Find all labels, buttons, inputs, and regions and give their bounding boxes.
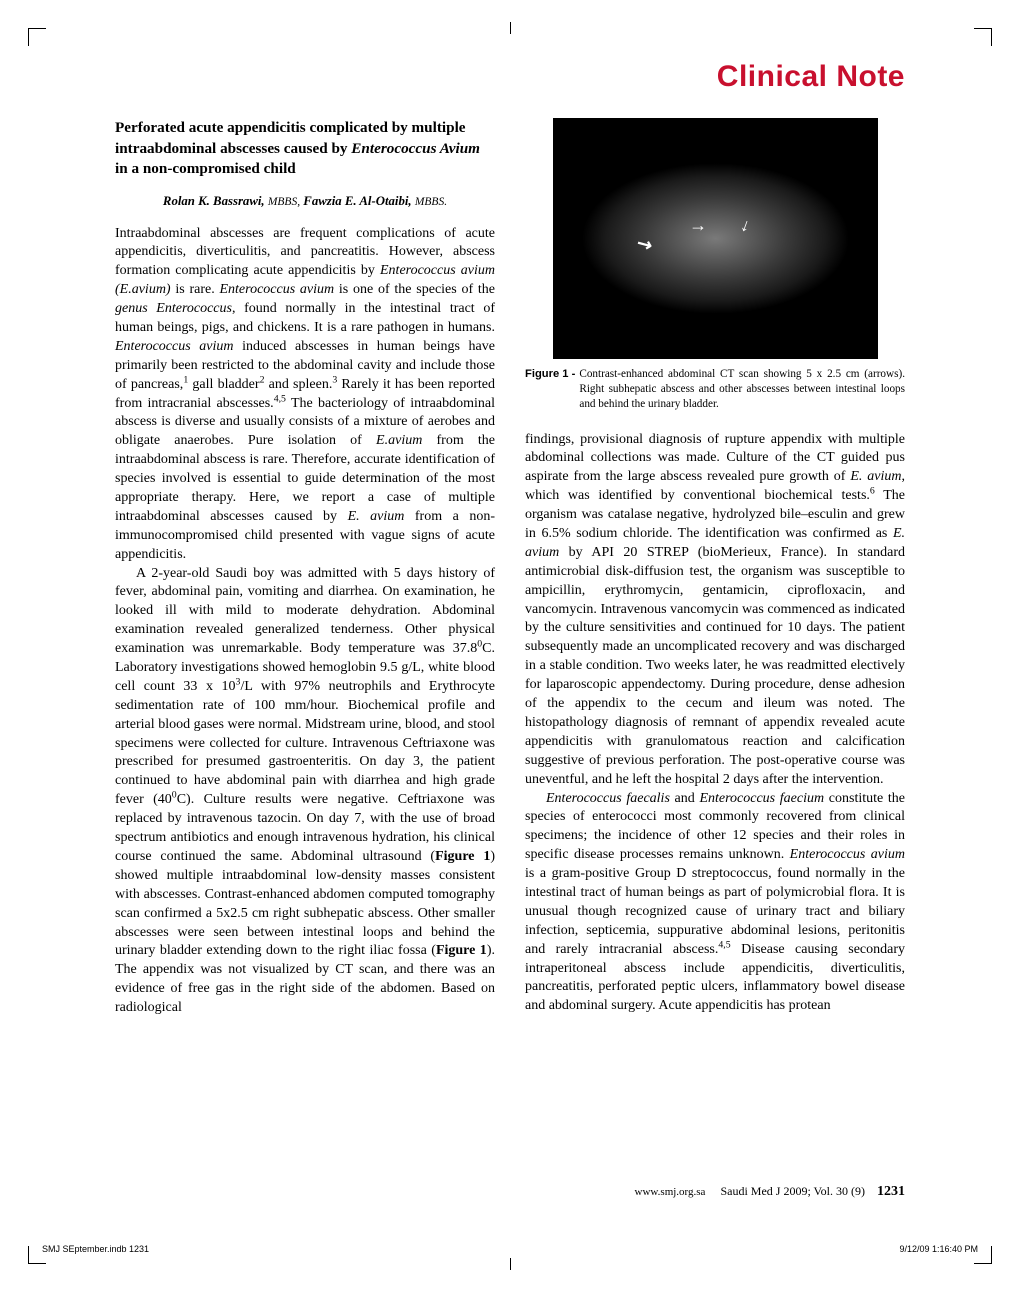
title-part-b: in a non-compromised child bbox=[115, 160, 296, 177]
figure-1-caption: Figure 1 - Contrast-enhanced abdominal C… bbox=[525, 367, 905, 412]
authors-text: Rolan K. Bassrawi, MBBS, Fawzia E. Al-Ot… bbox=[163, 194, 447, 208]
print-footer-left: SMJ SEptember.indb 1231 bbox=[42, 1244, 149, 1254]
left-para-2: A 2-year-old Saudi boy was admitted with… bbox=[115, 565, 495, 1018]
figure-caption-text: Contrast-enhanced abdominal CT scan show… bbox=[579, 367, 905, 412]
title-italic: Enterococcus Avium bbox=[351, 140, 480, 157]
two-column-layout: Perforated acute appendicitis complicate… bbox=[115, 118, 905, 1018]
page-content: Clinical Note Perforated acute appendici… bbox=[115, 60, 905, 1200]
authors-line: Rolan K. Bassrawi, MBBS, Fawzia E. Al-Ot… bbox=[115, 194, 495, 209]
arrow-icon: ↓ bbox=[738, 214, 754, 237]
right-column: ↘ → ↓ Figure 1 - Contrast-enhanced abdom… bbox=[525, 118, 905, 1018]
arrow-icon: → bbox=[689, 215, 707, 236]
print-footer-right: 9/12/09 1:16:40 PM bbox=[899, 1244, 978, 1254]
footer-site: www.smj.org.sa bbox=[635, 1186, 706, 1198]
left-column: Perforated acute appendicitis complicate… bbox=[115, 118, 495, 1018]
print-footer: SMJ SEptember.indb 1231 9/12/09 1:16:40 … bbox=[42, 1244, 978, 1254]
arrow-icon: ↘ bbox=[633, 231, 657, 257]
figure-1: ↘ → ↓ Figure 1 - Contrast-enhanced abdom… bbox=[525, 118, 905, 413]
page-footer: www.smj.org.sa Saudi Med J 2009; Vol. 30… bbox=[635, 1184, 905, 1200]
figure-1-image: ↘ → ↓ bbox=[553, 118, 878, 359]
section-heading: Clinical Note bbox=[115, 60, 905, 94]
footer-page-number: 1231 bbox=[877, 1184, 905, 1199]
left-para-1: Intraabdominal abscesses are frequent co… bbox=[115, 225, 495, 565]
right-para-2: Enterococcus faecalis and Enterococcus f… bbox=[525, 790, 905, 1017]
article-title: Perforated acute appendicitis complicate… bbox=[115, 118, 495, 180]
right-para-1: findings, provisional diagnosis of ruptu… bbox=[525, 431, 905, 790]
figure-label: Figure 1 - bbox=[525, 367, 579, 412]
footer-journal: Saudi Med J 2009; Vol. 30 (9) bbox=[720, 1184, 865, 1198]
